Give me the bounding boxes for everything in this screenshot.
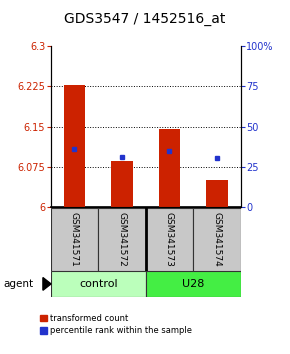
Text: GDS3547 / 1452516_at: GDS3547 / 1452516_at [64, 12, 226, 27]
Text: control: control [79, 279, 117, 289]
Bar [193, 208, 241, 271]
Text: U28: U28 [182, 279, 204, 289]
Bar [206, 180, 228, 207]
Bar [146, 271, 241, 297]
Text: GSM341573: GSM341573 [165, 212, 174, 267]
Bar [98, 208, 146, 271]
Bar [51, 271, 146, 297]
Text: agent: agent [3, 279, 33, 289]
Bar [159, 129, 180, 207]
Bar [51, 208, 98, 271]
Text: GSM341574: GSM341574 [213, 212, 222, 267]
Legend: transformed count, percentile rank within the sample: transformed count, percentile rank withi… [40, 314, 193, 335]
Text: GSM341572: GSM341572 [117, 212, 126, 267]
Bar [111, 161, 133, 207]
Text: GSM341571: GSM341571 [70, 212, 79, 267]
Polygon shape [43, 278, 51, 290]
Bar [146, 208, 193, 271]
Bar [64, 85, 85, 207]
